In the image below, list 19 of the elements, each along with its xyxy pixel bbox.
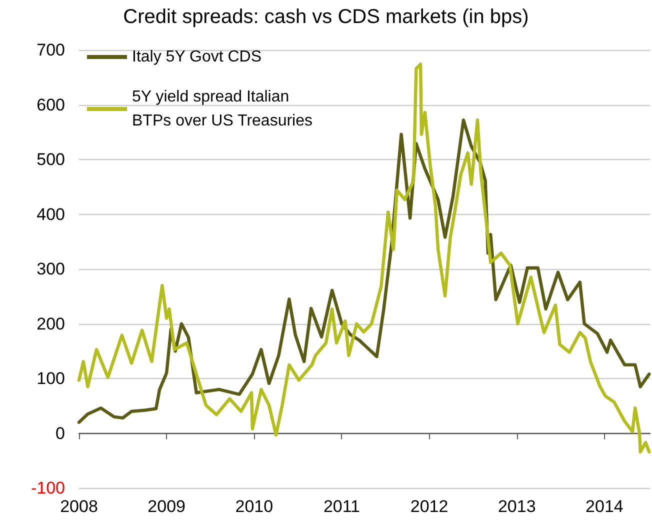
- x-tick-label: 2012: [410, 497, 448, 516]
- legend-label: 5Y yield spread Italian BTPs over US Treasuries: [132, 88, 312, 130]
- y-tick-label: 500: [36, 150, 65, 169]
- x-tick-label: 2008: [60, 497, 98, 516]
- y-tick-label: 200: [36, 314, 65, 334]
- x-tick-label: 2011: [323, 497, 360, 516]
- y-tick-label: 300: [36, 260, 65, 278]
- y-tick-label: 600: [36, 95, 65, 114]
- y-tick-label: 700: [36, 40, 65, 60]
- x-tick-label: 2009: [148, 497, 186, 516]
- x-tick-label: 2010: [235, 497, 274, 516]
- x-tick-label: 2014: [586, 497, 624, 516]
- legend-label: Italy 5Y Govt CDS: [132, 48, 262, 66]
- y-tick-label: 400: [36, 204, 65, 224]
- y-tick-label: 0: [56, 424, 65, 443]
- y-tick-label: -100: [30, 478, 65, 498]
- x-tick-label: 2013: [498, 497, 536, 516]
- y-tick-label: 100: [36, 369, 65, 388]
- chart-title: Credit spreads: cash vs CDS markets (in bps): [123, 6, 529, 28]
